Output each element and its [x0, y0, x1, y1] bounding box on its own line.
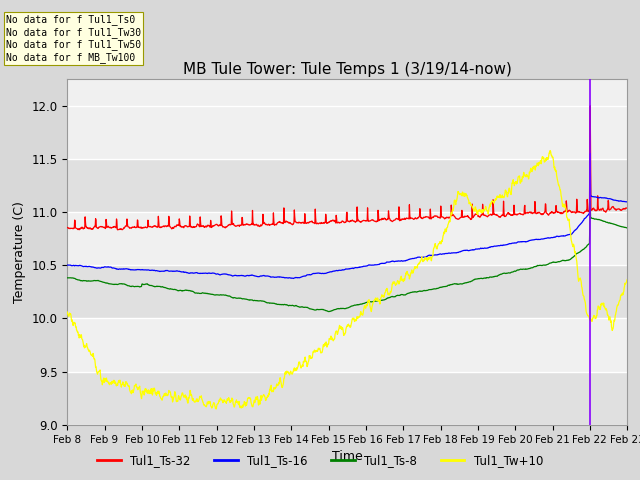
Legend: Tul1_Ts-32, Tul1_Ts-16, Tul1_Ts-8, Tul1_Tw+10: Tul1_Ts-32, Tul1_Ts-16, Tul1_Ts-8, Tul1_… [92, 449, 548, 472]
Bar [67, 159, 627, 212]
X-axis label: Time: Time [332, 450, 363, 463]
Y-axis label: Temperature (C): Temperature (C) [13, 201, 26, 303]
Bar [67, 372, 627, 425]
Text: No data for f Tul1_Ts0
No data for f Tul1_Tw30
No data for f Tul1_Tw50
No data f: No data for f Tul1_Ts0 No data for f Tul… [6, 14, 141, 63]
Title: MB Tule Tower: Tule Temps 1 (3/19/14-now): MB Tule Tower: Tule Temps 1 (3/19/14-now… [183, 61, 511, 77]
Bar [67, 265, 627, 318]
